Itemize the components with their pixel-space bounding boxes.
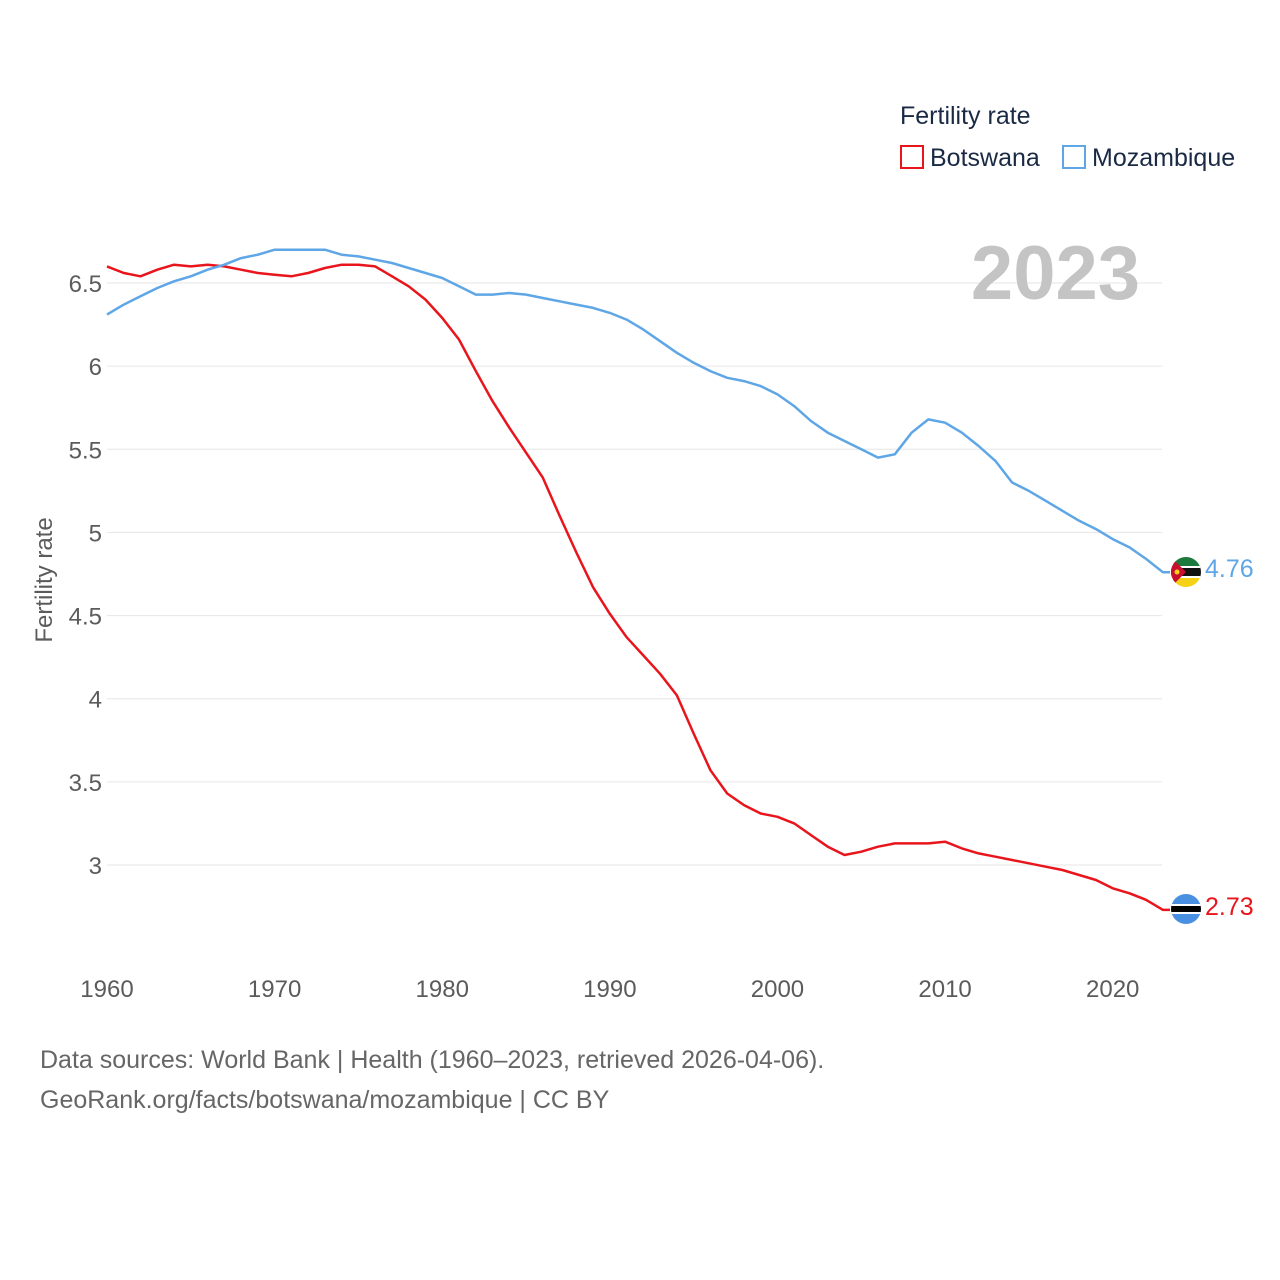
y-tick-label: 4.5 xyxy=(69,604,102,631)
end-value-botswana: 2.73 xyxy=(1205,893,1254,921)
x-tick-label: 1970 xyxy=(248,976,301,1003)
legend-item-botswana[interactable]: Botswana xyxy=(900,144,1040,172)
y-tick-label: 3.5 xyxy=(69,770,102,797)
x-tick-label: 1960 xyxy=(80,976,133,1003)
legend: Fertility rate Botswana Mozambique xyxy=(900,102,1235,172)
x-tick-label: 1990 xyxy=(583,976,636,1003)
y-tick-label: 3 xyxy=(89,853,102,880)
series-lines xyxy=(106,248,1170,912)
legend-swatch-botswana xyxy=(900,145,924,169)
source-note: Data sources: World Bank | Health (1960–… xyxy=(40,1040,824,1120)
y-axis-label: Fertility rate xyxy=(31,517,58,642)
current-year-label: 2023 xyxy=(971,231,1140,316)
y-tick-label: 6 xyxy=(89,354,102,381)
x-tick-label: 2020 xyxy=(1086,976,1139,1003)
legend-label-botswana: Botswana xyxy=(930,144,1040,172)
source-line-2: GeoRank.org/facts/botswana/mozambique | … xyxy=(40,1086,610,1114)
y-tick-label: 6.5 xyxy=(69,271,102,298)
mozambique-flag-icon xyxy=(1171,557,1201,587)
botswana-flag-icon xyxy=(1171,894,1201,924)
series-line-mozambique[interactable] xyxy=(106,248,1170,574)
legend-label-mozambique: Mozambique xyxy=(1092,144,1235,172)
y-tick-label: 5 xyxy=(89,520,102,547)
y-axis-ticks: 3 3.5 4 4.5 5 5.5 6 6.5 xyxy=(69,271,102,880)
x-tick-label: 2010 xyxy=(918,976,971,1003)
legend-swatch-mozambique xyxy=(1062,145,1086,169)
series-line-botswana[interactable] xyxy=(106,263,1170,912)
y-tick-label: 4 xyxy=(89,687,102,714)
x-tick-label: 2000 xyxy=(751,976,804,1003)
legend-title: Fertility rate xyxy=(900,102,1031,130)
end-value-mozambique: 4.76 xyxy=(1205,555,1254,583)
grid-lines xyxy=(107,282,1162,866)
source-line-1: Data sources: World Bank | Health (1960–… xyxy=(40,1046,825,1074)
x-axis-ticks: 1960 1970 1980 1990 2000 2010 2020 xyxy=(80,976,1139,1003)
legend-item-mozambique[interactable]: Mozambique xyxy=(1062,144,1235,172)
y-tick-label: 5.5 xyxy=(69,437,102,464)
x-tick-label: 1980 xyxy=(416,976,469,1003)
